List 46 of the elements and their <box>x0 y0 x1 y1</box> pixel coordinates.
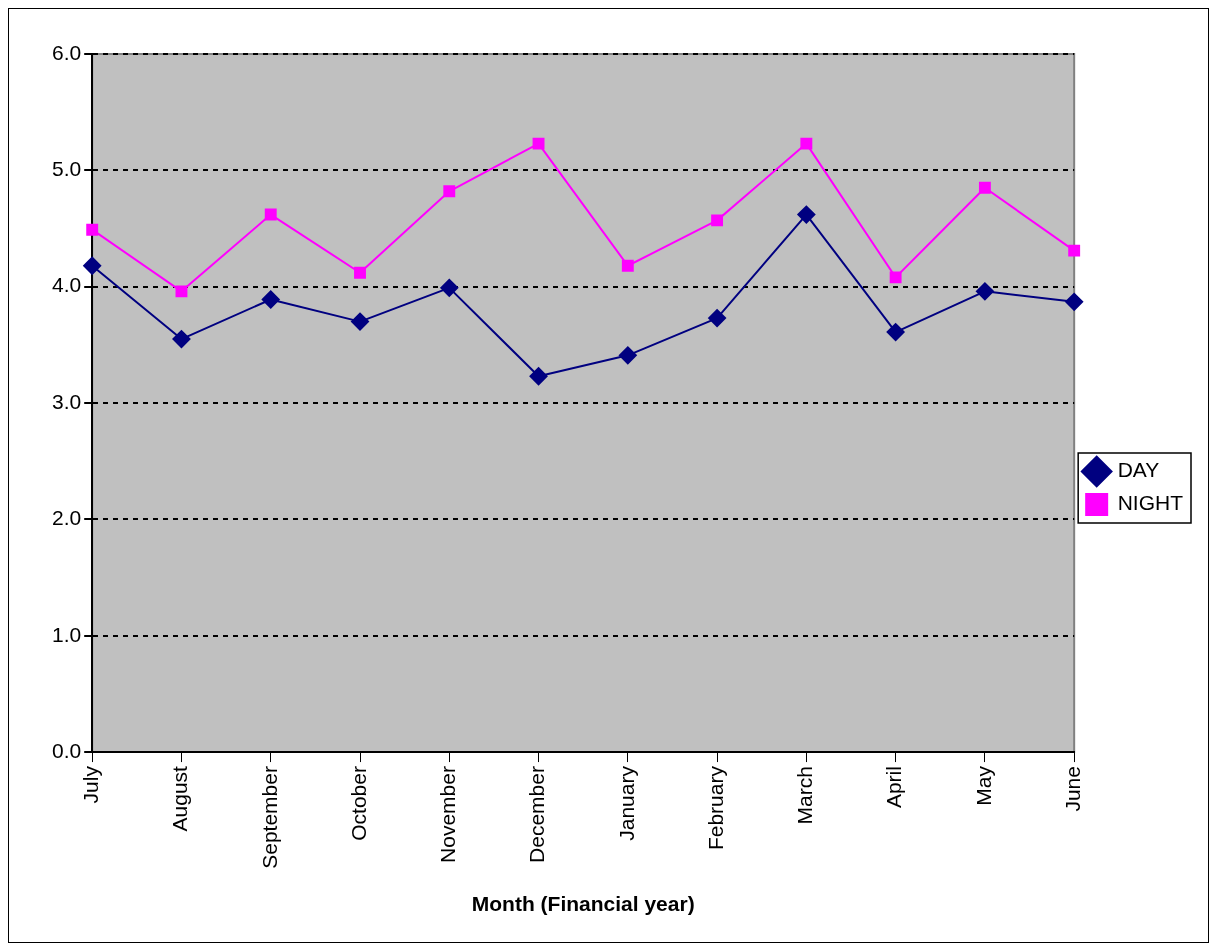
x-tick-label: March <box>793 766 817 825</box>
point <box>175 285 188 298</box>
point <box>889 271 902 284</box>
point <box>86 223 99 236</box>
point <box>711 214 724 227</box>
x-tick-label: January <box>614 765 638 841</box>
y-tick-label: 0.0 <box>51 738 82 762</box>
y-tick-label: 3.0 <box>51 389 82 413</box>
point <box>354 266 366 279</box>
point <box>443 185 456 198</box>
point <box>83 256 102 275</box>
point <box>618 346 637 365</box>
x-tick-label: June <box>1060 766 1084 812</box>
y-tick-label: 6.0 <box>51 40 82 64</box>
point <box>351 312 370 331</box>
legend-label: DAY <box>1117 458 1160 482</box>
point <box>172 330 191 349</box>
point <box>886 323 905 342</box>
point <box>440 278 459 297</box>
y-tick-label: 5.0 <box>51 157 82 181</box>
point <box>264 208 277 221</box>
point <box>1065 292 1084 311</box>
x-tick-label: December <box>525 766 549 863</box>
x-tick-label: September <box>257 766 281 869</box>
point <box>1068 244 1081 257</box>
x-tick-label: February <box>703 765 727 851</box>
x-tick-label: April <box>882 766 906 809</box>
y-tick-label: 4.0 <box>51 273 82 297</box>
x-tick-label: May <box>971 765 995 806</box>
legend-label: NIGHT <box>1117 491 1184 515</box>
x-tick-label: August <box>168 765 192 832</box>
point <box>975 282 994 301</box>
y-tick-label: 2.0 <box>51 506 82 530</box>
point <box>978 181 991 194</box>
x-axis-title: Month (Financial year) <box>471 892 695 916</box>
point <box>532 137 545 150</box>
point <box>621 259 634 272</box>
point <box>708 309 727 328</box>
y-tick-label: 1.0 <box>51 622 82 646</box>
point <box>800 137 813 150</box>
point <box>797 205 816 224</box>
point <box>261 290 280 309</box>
point <box>529 367 548 386</box>
x-tick-label: November <box>436 766 460 863</box>
x-tick-label: July <box>78 765 102 804</box>
x-tick-label: October <box>346 766 370 841</box>
